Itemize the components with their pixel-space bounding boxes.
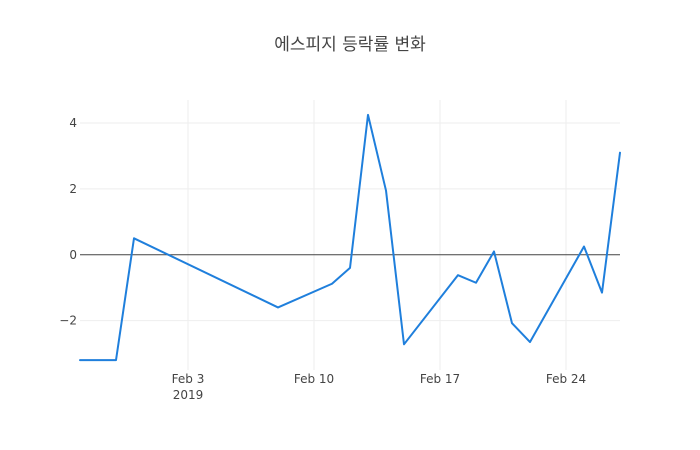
y-tick-label: 0 [69,248,77,262]
grid-layer [80,100,620,370]
y-tick-label: 2 [69,182,77,196]
y-tick-label: 4 [69,116,77,130]
x-axis-ticks: Feb 3 2019 Feb 10 Feb 17 Feb 24 [172,372,587,402]
x-tick-label: Feb 10 [294,372,334,386]
x-tick-label: Feb 24 [546,372,586,386]
chart-title: 에스피지 등락률 변화 [274,35,426,55]
series-line [79,113,621,362]
x-tick-sublabel: 2019 [173,388,204,402]
x-tick-label: Feb 3 [172,372,205,386]
y-axis-ticks: 4 2 0 −2 [59,116,77,328]
y-tick-label: −2 [59,314,77,328]
series-layer [79,113,621,362]
x-tick-label: Feb 17 [420,372,460,386]
